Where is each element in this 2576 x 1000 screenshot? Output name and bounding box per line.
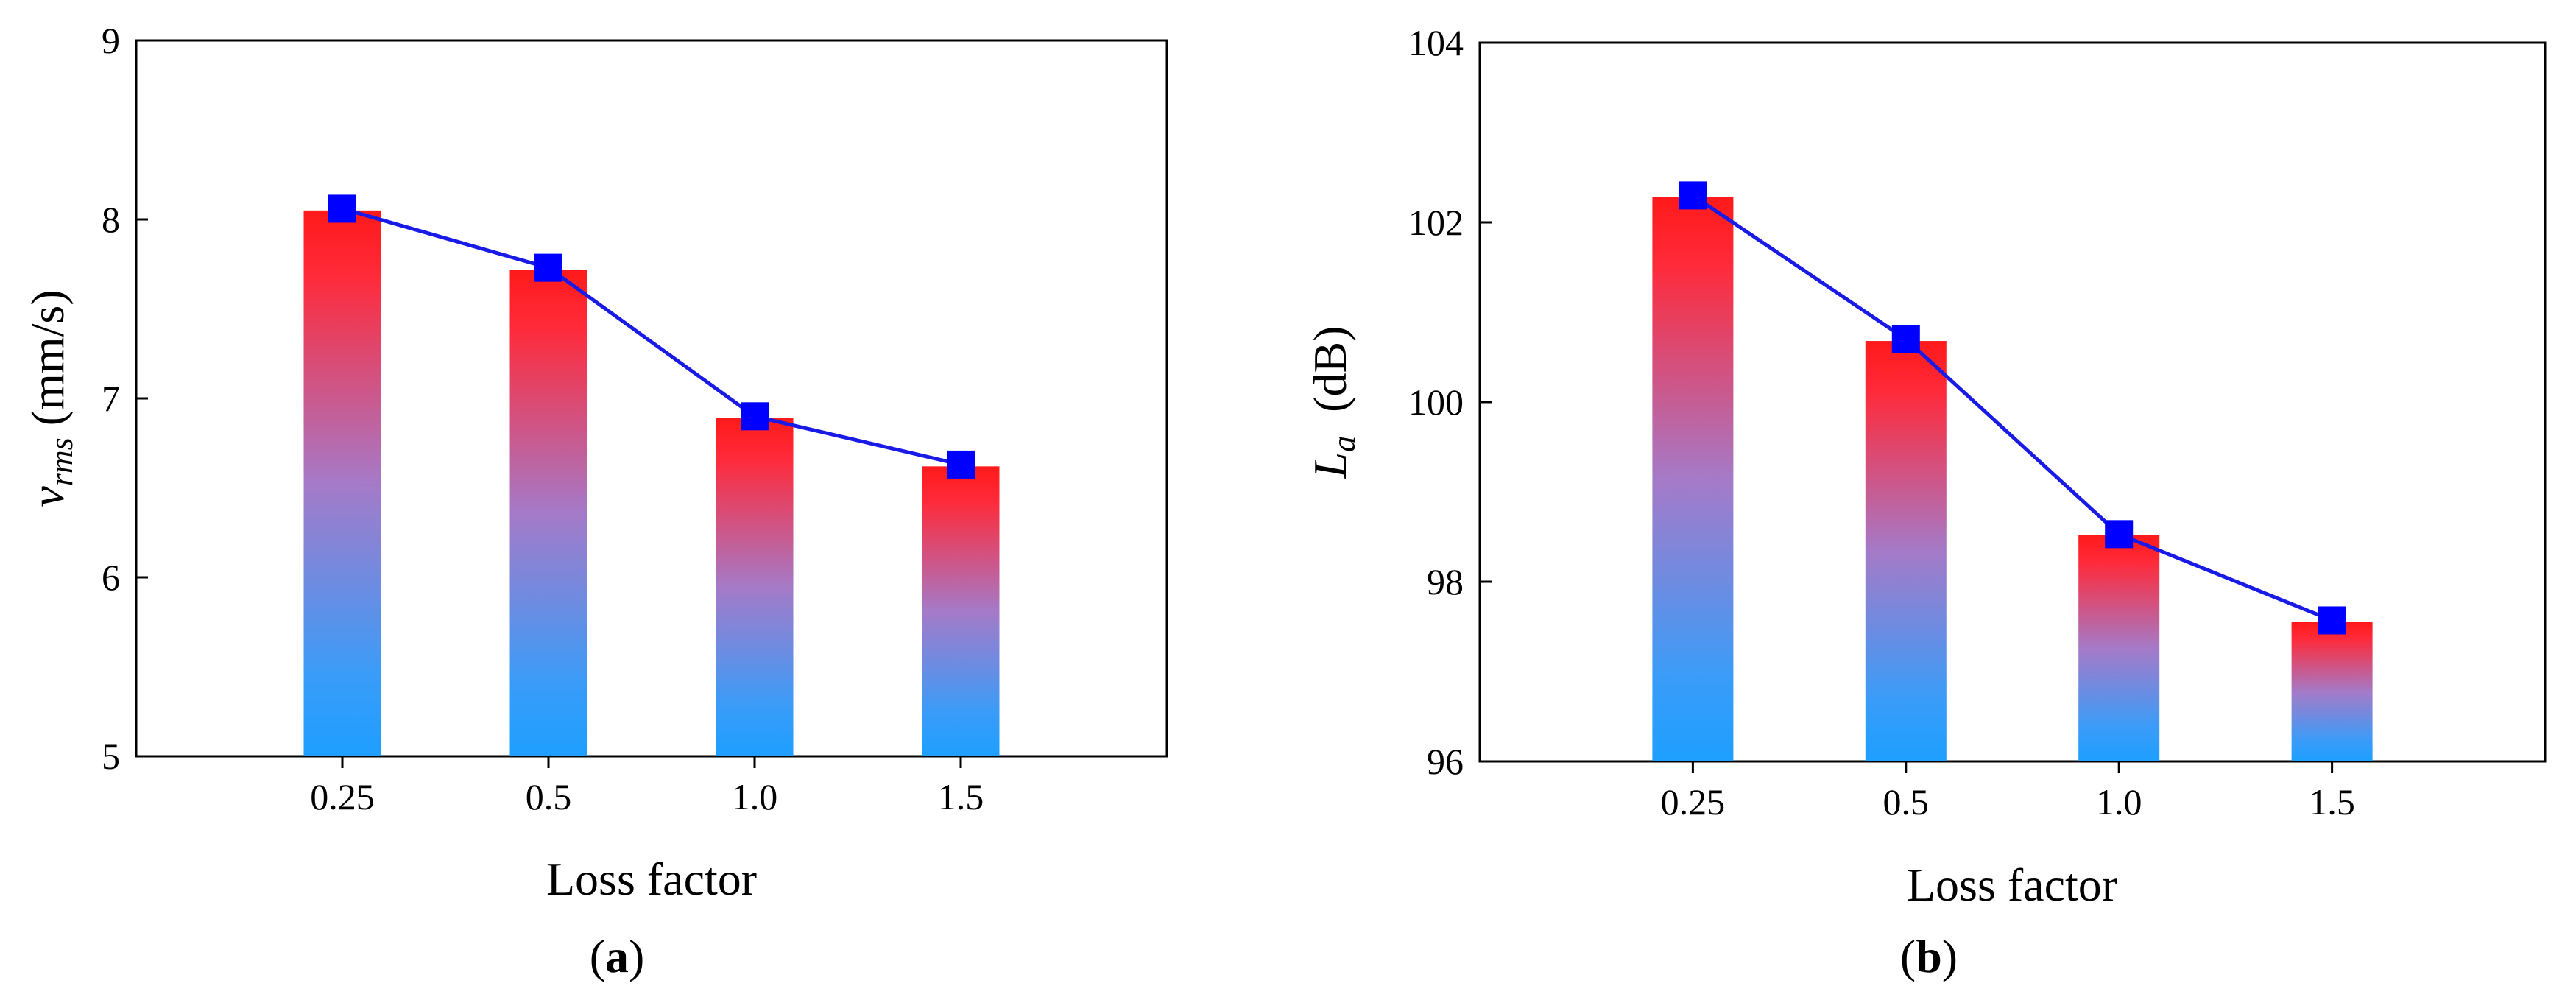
- y-tick-label: 7: [102, 378, 120, 419]
- y-axis-title: vrms (mm/s): [21, 289, 80, 507]
- x-tick-label: 0.25: [1661, 781, 1726, 823]
- y-axis-subscript: a: [1326, 436, 1362, 452]
- y-axis-title: La (dB): [1304, 326, 1362, 479]
- data-point-marker: [947, 450, 975, 479]
- x-axis-title: Loss factor: [1907, 859, 2117, 911]
- plot-frame: [1478, 41, 2547, 763]
- y-tick-label: 9: [102, 20, 120, 61]
- series-line: [342, 207, 961, 467]
- y-tick-label: 102: [1408, 202, 1464, 243]
- y-tick-label: 8: [102, 199, 120, 240]
- bar: [2078, 535, 2160, 761]
- chart-panel-a: 5 6 7 8 9 0.25 0.5 1.0 1.5 Loss factor vrms (mm…: [21, 20, 1168, 982]
- x-tick-label: 1.0: [2096, 781, 2142, 823]
- panel-label-close: ): [629, 930, 644, 982]
- panel-label-open: (: [590, 930, 605, 982]
- panel-label-close: ): [1942, 930, 1958, 982]
- x-axis-title: Loss factor: [546, 853, 757, 905]
- y-axis-unit: (mm/s): [21, 289, 74, 437]
- series-line: [1692, 194, 2333, 622]
- panel-label-letter: b: [1916, 930, 1942, 982]
- y-axis-symbol: L: [1304, 452, 1356, 479]
- y-axis-unit: (dB): [1304, 326, 1356, 436]
- bar: [509, 270, 587, 756]
- y-axis-symbol: v: [21, 486, 74, 507]
- data-point-marker: [741, 402, 769, 431]
- panel-label-open: (: [1900, 930, 1916, 982]
- bar: [1652, 197, 1734, 762]
- x-tick-label: 1.5: [2309, 781, 2355, 823]
- data-point-marker: [1679, 181, 1707, 210]
- y-axis-subscript: rms: [43, 437, 80, 486]
- data-point-marker: [2318, 606, 2346, 635]
- y-tick-label: 6: [102, 557, 120, 598]
- panel-label-letter: a: [605, 930, 629, 982]
- y-tick-label: 96: [1427, 741, 1464, 782]
- bar: [716, 418, 794, 756]
- bar: [1865, 341, 1947, 761]
- x-tick-label: 0.5: [1883, 781, 1930, 823]
- data-point-marker: [2105, 520, 2134, 549]
- data-point-marker: [534, 253, 562, 282]
- bar: [303, 210, 381, 757]
- y-tick-label: 100: [1408, 381, 1464, 423]
- data-point-marker: [1891, 325, 1920, 353]
- x-tick-label: 1.5: [938, 776, 984, 817]
- x-tick-label: 0.25: [310, 776, 375, 817]
- panel-label: (b): [1900, 930, 1958, 982]
- data-point-marker: [328, 194, 356, 223]
- x-tick-label: 0.5: [526, 776, 572, 817]
- x-tick-label: 1.0: [732, 776, 778, 817]
- bar: [2291, 622, 2373, 761]
- y-tick-label: 104: [1408, 22, 1464, 63]
- panel-label: (a): [590, 930, 645, 982]
- y-tick-label: 98: [1427, 561, 1464, 602]
- plot-frame: [135, 39, 1168, 758]
- bar: [922, 466, 1000, 756]
- y-tick-label: 5: [102, 736, 120, 777]
